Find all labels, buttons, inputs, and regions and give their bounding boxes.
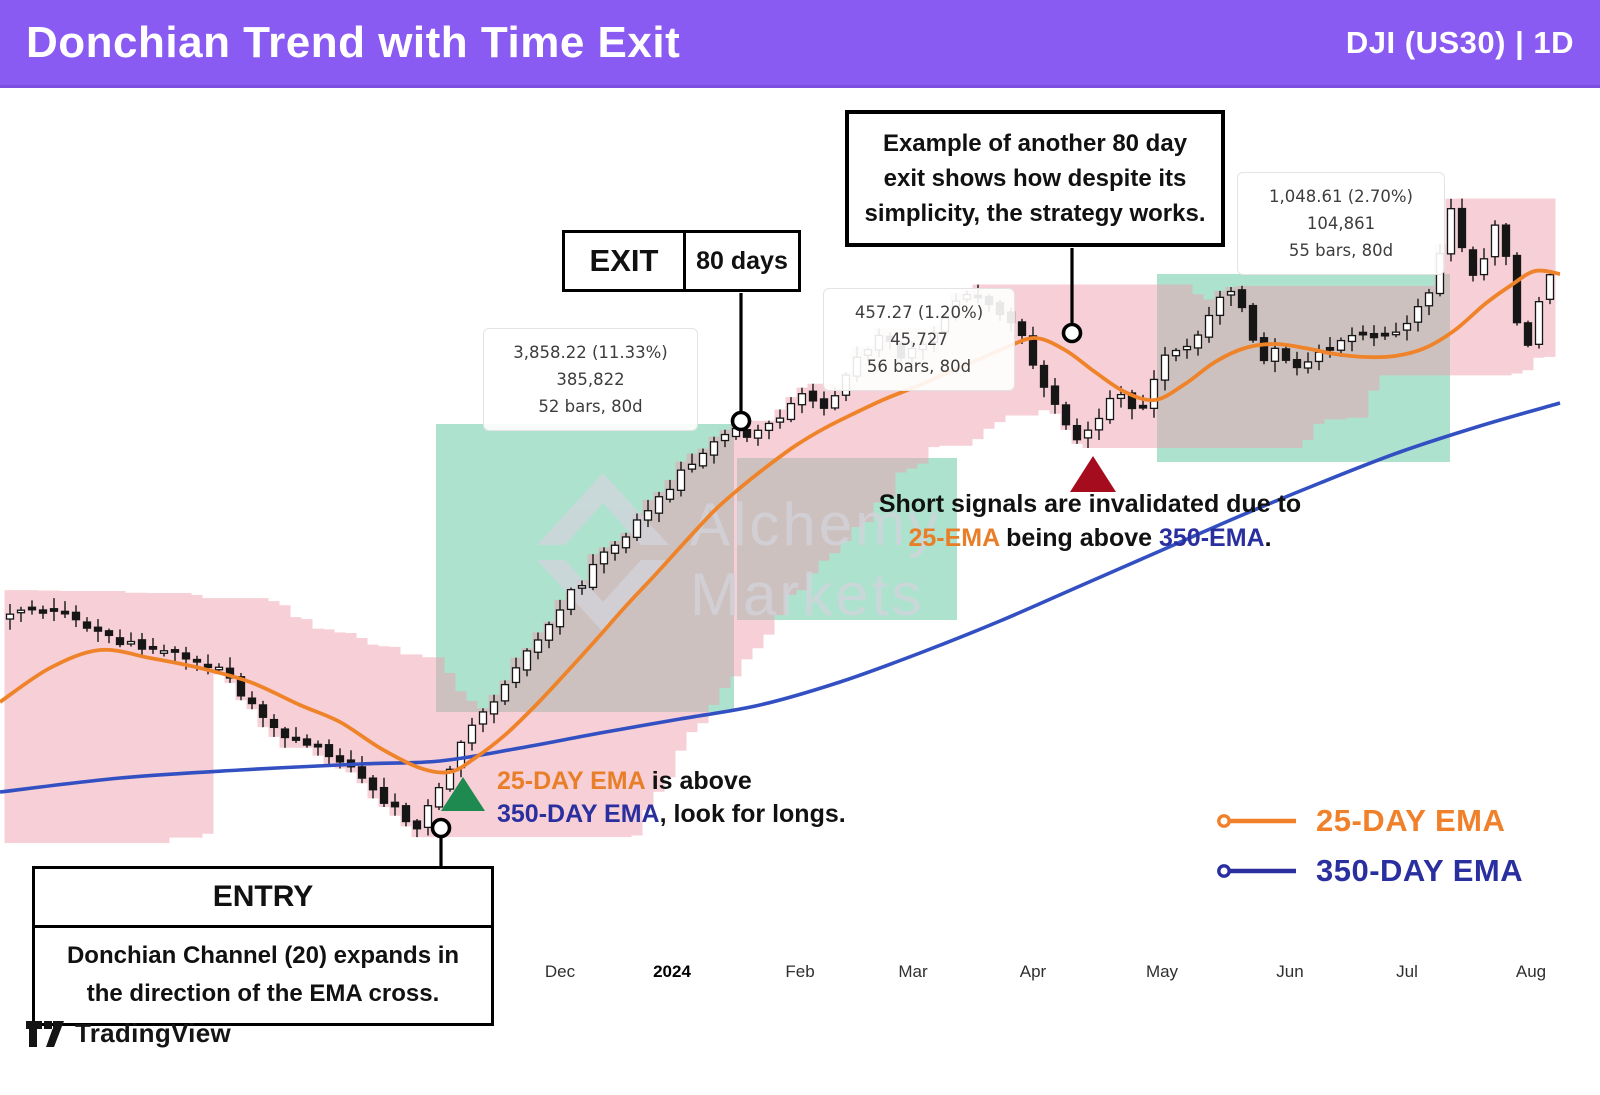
trade-result-tooltip: 1,048.61 (2.70%) 104,861 55 bars, 80d [1237, 172, 1445, 275]
exit-2-callout-point [1061, 322, 1083, 344]
short-note-ema350: 350-EMA [1158, 524, 1265, 552]
tradingview-brand: TradingView [25, 1018, 231, 1049]
entry-callout-point [430, 817, 452, 839]
legend-line-swatch [1217, 814, 1296, 828]
trade-result-tooltip: 457.27 (1.20%) 45,727 56 bars, 80d [823, 288, 1015, 391]
watermark-logo-icon [537, 560, 669, 632]
trade-result-value: 1,048.61 (2.70%) 104,861 [1268, 187, 1413, 233]
x-axis-label-mar: Mar [898, 962, 928, 981]
watermark-text: Alchemy [690, 491, 941, 558]
legend-item-ema350: 350-DAY EMA [1216, 846, 1523, 896]
exit-label: EXIT [565, 233, 686, 289]
ema-cross-note-mid2: , look for longs. [659, 800, 846, 828]
short-note-mid: being above [999, 524, 1159, 552]
short-note-line1: Short signals are invalidated due to [878, 490, 1302, 518]
short-note-ema25: 25-EMA [908, 524, 1000, 552]
trade-result-duration: 52 bars, 80d [538, 397, 643, 416]
ema-cross-note: 25-DAY EMA is above 350-DAY EMA, look fo… [497, 765, 917, 831]
example-exit-note-box: Example of another 80 day exit shows how… [845, 110, 1225, 247]
legend-item-label: 350-DAY EMA [1316, 853, 1524, 888]
trade-result-tooltip: 3,858.22 (11.33%) 385,822 52 bars, 80d [483, 328, 698, 431]
entry-note-box: ENTRY Donchian Channel (20) expands in t… [32, 866, 494, 1026]
example-exit-note-text: Example of another 80 day exit shows how… [864, 130, 1206, 227]
x-axis-label-aug: Aug [1515, 962, 1547, 981]
legend-line-swatch [1217, 864, 1296, 878]
long-entry-marker [441, 777, 485, 811]
legend-item-label: 25-DAY EMA [1316, 803, 1506, 838]
ema-cross-note-ema25: 25-DAY EMA [497, 767, 645, 795]
ema-cross-note-mid1: is above [644, 767, 752, 795]
legend-item-ema25: 25-DAY EMA [1216, 796, 1523, 846]
exit-duration-label: 80 days [696, 246, 788, 275]
x-axis-label-dec: Dec [544, 962, 576, 981]
header-bar: Donchian Trend with Time Exit DJI (US30)… [0, 0, 1600, 88]
legend: 25-DAY EMA 350-DAY EMA [1216, 796, 1523, 896]
trade-result-duration: 55 bars, 80d [1288, 241, 1394, 260]
entry-label: ENTRY [35, 869, 491, 928]
x-axis-label-feb: Feb [785, 962, 815, 981]
ema-25-line [0, 268, 1561, 775]
entry-note-text: Donchian Channel (20) expands in the dir… [66, 942, 460, 1007]
tradingview-logo-icon [26, 1020, 64, 1047]
short-note-end: . [1264, 524, 1272, 552]
exit-1-callout-point [730, 410, 752, 432]
page-title: Donchian Trend with Time Exit [26, 17, 681, 67]
x-axis-label-jun: Jun [1276, 962, 1304, 981]
tradingview-brand-name: TradingView [75, 1018, 231, 1048]
x-axis-label-apr: Apr [1019, 962, 1047, 981]
trade-result-value: 457.27 (1.20%) 45,727 [854, 303, 984, 349]
trade-result-value: 3,858.22 (11.33%) 385,822 [513, 343, 668, 389]
short-invalidated-note: Short signals are invalidated due to 25-… [845, 487, 1335, 555]
ema-350-line [0, 401, 1561, 794]
short-invalidated-marker [1070, 456, 1116, 492]
x-axis-label-may: May [1145, 962, 1179, 981]
x-axis-label-jul: Jul [1396, 962, 1418, 981]
x-axis-label-2024: 2024 [653, 962, 691, 981]
symbol-timeframe-label: DJI (US30) | 1D [1345, 24, 1574, 60]
watermark-text: Markets [690, 561, 924, 628]
ema-cross-note-ema350: 350-DAY EMA [497, 800, 660, 828]
exit-label-box: EXIT 80 days [562, 230, 801, 292]
trade-result-duration: 56 bars, 80d [866, 357, 972, 376]
